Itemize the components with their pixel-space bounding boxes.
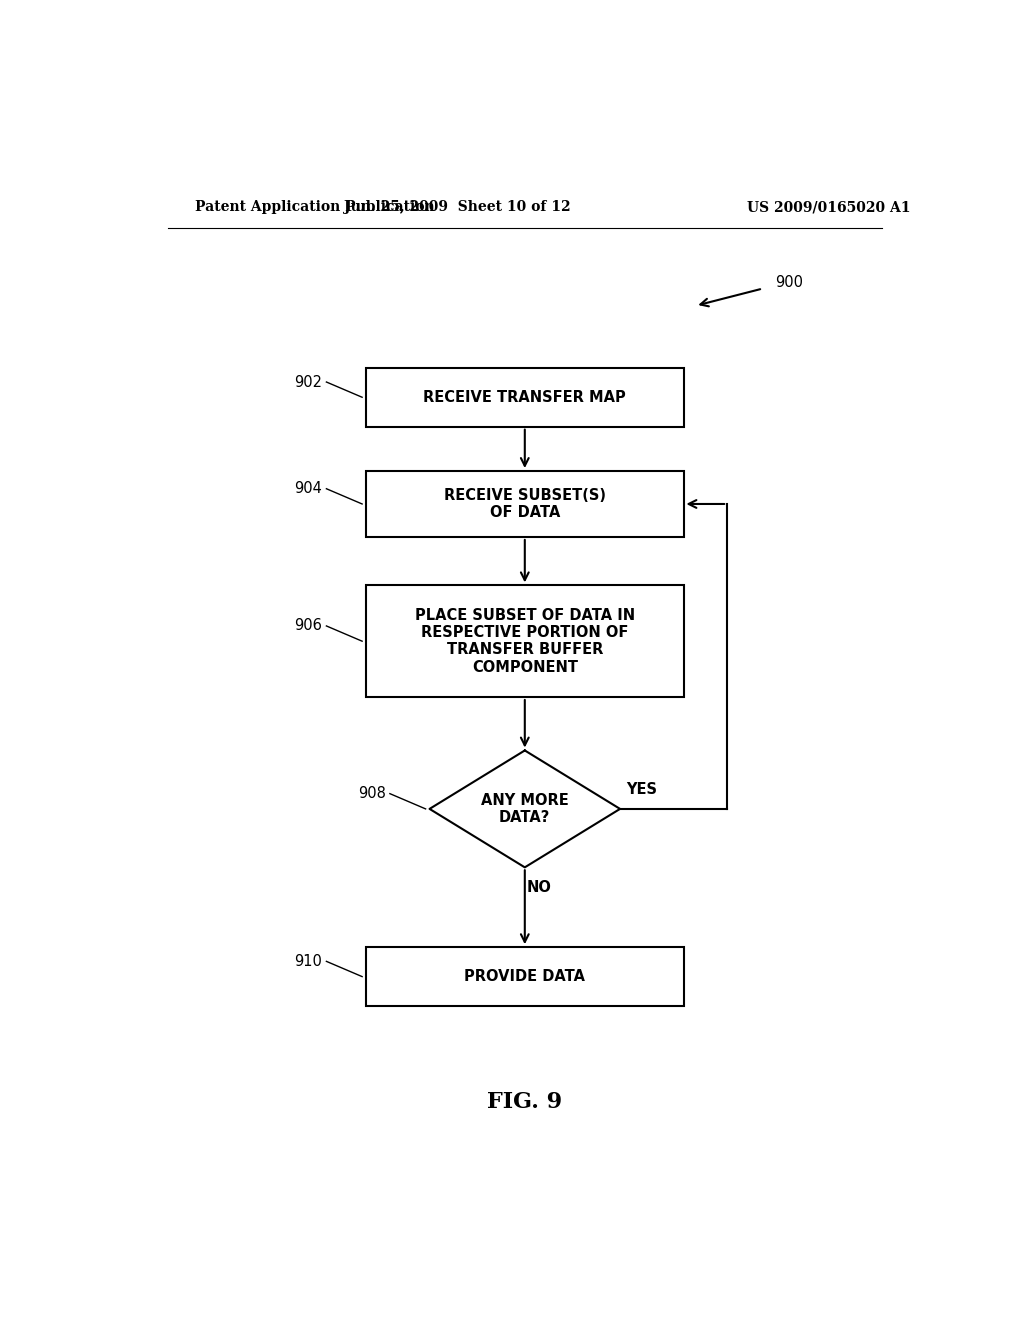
Text: 910: 910 xyxy=(295,954,323,969)
Bar xyxy=(367,471,684,537)
Bar xyxy=(367,585,684,697)
Bar xyxy=(367,948,684,1006)
Bar xyxy=(367,368,684,426)
Text: 904: 904 xyxy=(295,482,323,496)
Text: YES: YES xyxy=(627,781,657,797)
Text: Patent Application Publication: Patent Application Publication xyxy=(196,201,435,214)
Text: 906: 906 xyxy=(295,619,323,634)
Text: RECEIVE SUBSET(S)
OF DATA: RECEIVE SUBSET(S) OF DATA xyxy=(443,488,606,520)
Text: 908: 908 xyxy=(358,787,386,801)
Text: FIG. 9: FIG. 9 xyxy=(487,1090,562,1113)
Text: RECEIVE TRANSFER MAP: RECEIVE TRANSFER MAP xyxy=(424,389,626,405)
Text: NO: NO xyxy=(526,879,552,895)
Text: 902: 902 xyxy=(295,375,323,389)
Text: Jun. 25, 2009  Sheet 10 of 12: Jun. 25, 2009 Sheet 10 of 12 xyxy=(344,201,570,214)
Text: ANY MORE
DATA?: ANY MORE DATA? xyxy=(481,793,568,825)
Text: US 2009/0165020 A1: US 2009/0165020 A1 xyxy=(748,201,910,214)
Text: 900: 900 xyxy=(775,275,803,290)
Text: PROVIDE DATA: PROVIDE DATA xyxy=(464,969,586,985)
Text: PLACE SUBSET OF DATA IN
RESPECTIVE PORTION OF
TRANSFER BUFFER
COMPONENT: PLACE SUBSET OF DATA IN RESPECTIVE PORTI… xyxy=(415,607,635,675)
